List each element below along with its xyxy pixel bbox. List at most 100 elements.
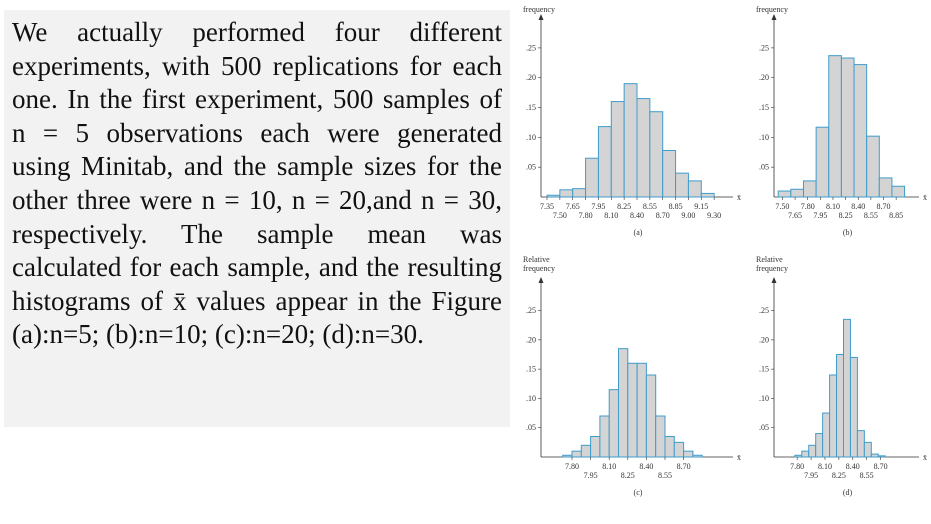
bar — [599, 415, 610, 458]
y-axis-label: Relative — [523, 255, 550, 264]
bar — [891, 185, 906, 198]
x-tick-label: 8.25 — [617, 202, 631, 211]
x-tick-label: 7.80 — [790, 462, 804, 471]
x-tick-label: 9.30 — [707, 211, 721, 220]
bar — [866, 135, 880, 198]
y-axis-label: frequency — [523, 264, 555, 273]
bar — [559, 189, 574, 198]
y-tick-label: .05 — [526, 423, 536, 432]
bar — [655, 415, 666, 458]
bar — [664, 436, 675, 458]
x-tick-label: 8.10 — [602, 462, 616, 471]
caption: (d) — [843, 488, 853, 497]
bar — [870, 453, 879, 458]
chart: frequencyx̄.05.10.15.20.257.357.507.657.… — [523, 5, 741, 237]
caption: (a) — [634, 228, 643, 237]
y-tick-label: .20 — [759, 335, 769, 344]
x-tick-label: 8.10 — [826, 202, 840, 211]
bar — [675, 172, 689, 198]
bar — [636, 362, 647, 458]
x-axis-label: x̄ — [923, 453, 927, 462]
y-tick-label: .20 — [526, 335, 536, 344]
y-axis-arrow — [771, 277, 777, 283]
bar — [687, 180, 702, 198]
bar — [649, 111, 664, 198]
bar — [794, 454, 803, 458]
x-tick-label: 8.70 — [874, 462, 888, 471]
bar — [828, 55, 842, 198]
bar — [636, 98, 651, 198]
y-axis-arrow — [538, 14, 544, 20]
x-tick-label: 8.40 — [639, 462, 653, 471]
y-tick-label: .20 — [759, 73, 769, 82]
x-tick-label: 8.70 — [656, 211, 670, 220]
x-tick-label: 8.85 — [669, 202, 683, 211]
bar — [822, 412, 831, 458]
x-tick-label: 7.65 — [788, 211, 802, 220]
bar — [580, 444, 592, 458]
x-tick-label: 8.10 — [818, 462, 832, 471]
y-axis-arrow — [771, 14, 777, 20]
x-tick-label: 9.15 — [694, 202, 708, 211]
y-tick-label: .10 — [526, 394, 536, 403]
bar — [815, 126, 830, 198]
x-tick-label: 8.40 — [846, 462, 860, 471]
bar — [853, 64, 868, 198]
x-tick-label: 8.25 — [832, 471, 846, 480]
bar — [808, 444, 817, 458]
bar — [815, 433, 824, 458]
bar — [585, 157, 599, 198]
bar — [546, 194, 561, 198]
x-tick-label: 8.55 — [864, 211, 878, 220]
y-tick-label: .15 — [526, 103, 536, 112]
bar — [618, 348, 629, 458]
caption: (b) — [843, 228, 853, 237]
y-tick-label: .15 — [526, 365, 536, 374]
x-tick-label: 7.50 — [775, 202, 789, 211]
x-tick-label: 7.95 — [804, 471, 818, 480]
bar — [597, 126, 612, 198]
bar — [562, 454, 573, 458]
bar — [572, 188, 587, 198]
x-tick-label: 9.00 — [681, 211, 695, 220]
bar — [843, 318, 851, 458]
x-tick-label: 7.50 — [553, 211, 567, 220]
bar — [840, 57, 855, 198]
x-axis-label: x̄ — [923, 193, 927, 202]
bar — [790, 188, 804, 198]
y-axis-label: frequency — [523, 5, 555, 14]
x-tick-label: 7.35 — [540, 202, 554, 211]
x-tick-label: 8.55 — [860, 471, 874, 480]
paragraph: We actually performed four different exp… — [4, 10, 510, 427]
bar — [692, 454, 703, 458]
caption: (c) — [634, 488, 643, 497]
y-tick-label: .05 — [759, 163, 769, 172]
x-tick-label: 7.80 — [579, 211, 593, 220]
y-tick-label: .15 — [759, 103, 769, 112]
bar — [700, 192, 715, 198]
y-tick-label: .05 — [526, 163, 536, 172]
bar — [571, 450, 582, 458]
bar — [610, 101, 625, 198]
bar — [673, 441, 685, 458]
y-tick-label: .15 — [759, 365, 769, 374]
y-tick-label: .25 — [526, 43, 536, 52]
x-tick-label: 8.70 — [677, 462, 691, 471]
bar — [608, 389, 619, 458]
bar — [777, 190, 792, 198]
x-tick-label: 7.95 — [584, 471, 598, 480]
y-axis-label: frequency — [756, 5, 788, 14]
bar — [683, 450, 694, 458]
bar — [623, 83, 638, 198]
x-tick-label: 8.10 — [604, 211, 618, 220]
x-tick-label: 8.40 — [851, 202, 865, 211]
x-axis-label: x̄ — [737, 453, 741, 462]
y-tick-label: .10 — [526, 133, 536, 142]
y-tick-label: .20 — [526, 73, 536, 82]
x-tick-label: 7.80 — [801, 202, 815, 211]
x-tick-label: 8.55 — [658, 471, 672, 480]
bar — [863, 441, 872, 458]
bar — [878, 177, 893, 198]
